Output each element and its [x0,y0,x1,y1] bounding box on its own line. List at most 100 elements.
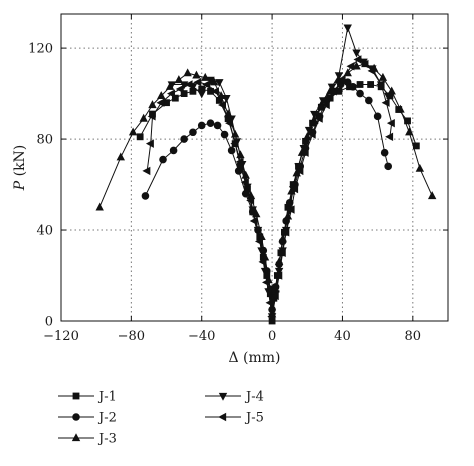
data-point [385,132,394,141]
data-point [198,85,206,93]
legend-label: J-2 [97,411,117,426]
data-point [277,248,286,257]
x-tick-label: 80 [405,329,422,344]
y-axis-title-symbol: P [12,180,28,191]
data-point [274,267,284,276]
axis-ticks [60,14,448,322]
data-point [318,97,328,106]
data-point [215,97,223,104]
data-point [267,312,276,321]
data-point [356,81,364,88]
data-point [249,216,258,226]
data-point [207,87,214,95]
data-point [202,80,211,89]
data-point [314,114,323,123]
data-point [128,127,138,136]
x-tick-label: −80 [118,329,145,344]
data-point [183,68,192,77]
series-group [95,24,437,325]
data-point [262,278,270,287]
legend-marker [71,433,81,442]
data-point [230,139,239,148]
data-point [299,145,308,153]
data-point [116,152,126,161]
data-point [349,82,357,91]
data-point [352,49,361,58]
legend-label: J-4 [244,390,264,405]
data-point [378,72,388,81]
data-point [234,167,243,175]
data-point [356,89,364,98]
data-point [237,162,244,170]
data-point [156,98,165,107]
data-point [142,166,151,176]
y-axis-title-unit: (kN) [12,145,28,181]
data-point [427,191,437,200]
data-point [148,100,157,109]
data-point [265,298,274,308]
data-point [220,130,229,139]
data-point [246,196,255,205]
data-point [163,99,170,107]
x-tick-label: 40 [334,329,351,344]
data-point [328,87,337,96]
data-point [396,104,405,113]
data-point [365,96,373,105]
data-point [387,86,396,95]
data-point [167,81,177,90]
data-point [211,87,219,96]
data-point [415,163,425,172]
data-point [321,100,330,110]
data-point [180,90,188,97]
data-point [404,117,411,125]
x-axis-title: Δ (mm) [228,350,280,366]
legend-marker [72,392,80,400]
x-tick-label: 0 [268,329,276,344]
data-point [215,79,224,88]
data-point [241,170,250,179]
data-point [412,142,420,150]
data-point [270,291,279,301]
data-point [352,61,361,70]
data-point [139,113,148,122]
data-point [300,148,309,157]
legend-marker [218,392,228,401]
y-tick-label: 80 [36,133,53,148]
plot-frame [60,13,449,322]
y-tick-label: 0 [45,315,53,330]
data-point [367,81,374,88]
legend-item-j-3: J-3 [58,432,117,447]
legend-item-j-1: J-1 [58,390,117,405]
data-point [281,228,290,237]
data-point [180,135,188,143]
data-point [380,148,389,157]
data-point [209,77,219,86]
data-point [145,139,154,148]
x-tick-label: −40 [188,329,215,344]
data-point [290,184,299,194]
data-point [367,66,376,76]
legend-label: J-3 [97,432,117,447]
x-tick-label: −120 [43,329,79,344]
legend-item-j-2: J-2 [58,411,117,426]
data-point [136,133,144,141]
data-point [405,127,414,136]
data-point [343,78,352,87]
data-point [171,94,179,102]
data-point [189,128,197,137]
data-point [223,109,233,118]
legend-label: J-1 [97,390,117,405]
legend-item-j-4: J-4 [205,390,264,405]
y-tick-label: 40 [36,224,53,239]
data-point [258,257,267,267]
data-point [192,70,201,79]
data-point [184,80,193,89]
data-point [304,126,314,135]
data-point [227,146,236,155]
data-point [335,87,343,95]
data-point [240,178,249,187]
data-point [381,98,390,107]
data-point [271,284,280,293]
data-point [167,89,175,98]
